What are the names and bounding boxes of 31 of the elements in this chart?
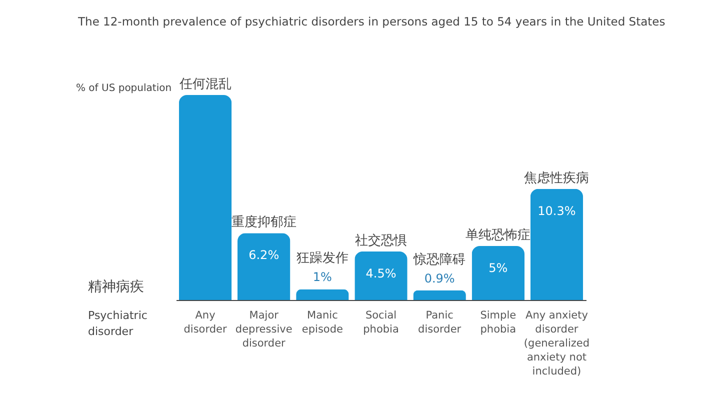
- data-label: 6.2%: [248, 248, 280, 262]
- x-tick-label: Manic episode: [302, 310, 343, 336]
- data-label: 1%: [312, 270, 332, 284]
- y-axis-title: % of US population: [76, 83, 172, 94]
- chart-title: The 12-month prevalence of psychiatric disorders in persons aged 15 to 54 years in the United States: [77, 14, 666, 28]
- x-tick-label: Social phobia: [363, 310, 399, 336]
- x-tick-label: Major depressive disorder: [235, 310, 292, 350]
- annotation: 焦虑性疾病: [524, 170, 590, 186]
- bar: [178, 95, 232, 300]
- data-label: 4.5%: [366, 266, 396, 280]
- x-tick-label: Any anxiety disorder (generalized anxiety not included): [524, 310, 590, 378]
- x-tick-label: Simple phobia: [480, 310, 516, 336]
- annotation: 惊恐障碍: [412, 251, 466, 268]
- annotation: 社交恐惧: [355, 232, 407, 248]
- bar: [413, 290, 466, 300]
- x-axis-title: Psychiatric disorder: [88, 309, 148, 338]
- data-label: 10.3%: [538, 204, 576, 218]
- annotation: 狂躁发作: [296, 251, 348, 266]
- x-tick-label: Any disorder: [184, 310, 228, 336]
- annotation: 任何混乱: [178, 77, 232, 92]
- bar: [296, 289, 349, 300]
- annotation: 单纯恐怖症: [466, 228, 531, 244]
- bar: [472, 246, 524, 300]
- bar: [354, 251, 408, 300]
- text: 精神病疾: [88, 279, 144, 295]
- x-tick-label: Panic disorder: [418, 310, 462, 336]
- data-label: 0.9%: [424, 271, 455, 286]
- bar: [238, 233, 290, 300]
- annotation: 重度抑郁症: [231, 214, 296, 230]
- bar: [530, 188, 584, 300]
- data-label: 5%: [488, 261, 508, 276]
